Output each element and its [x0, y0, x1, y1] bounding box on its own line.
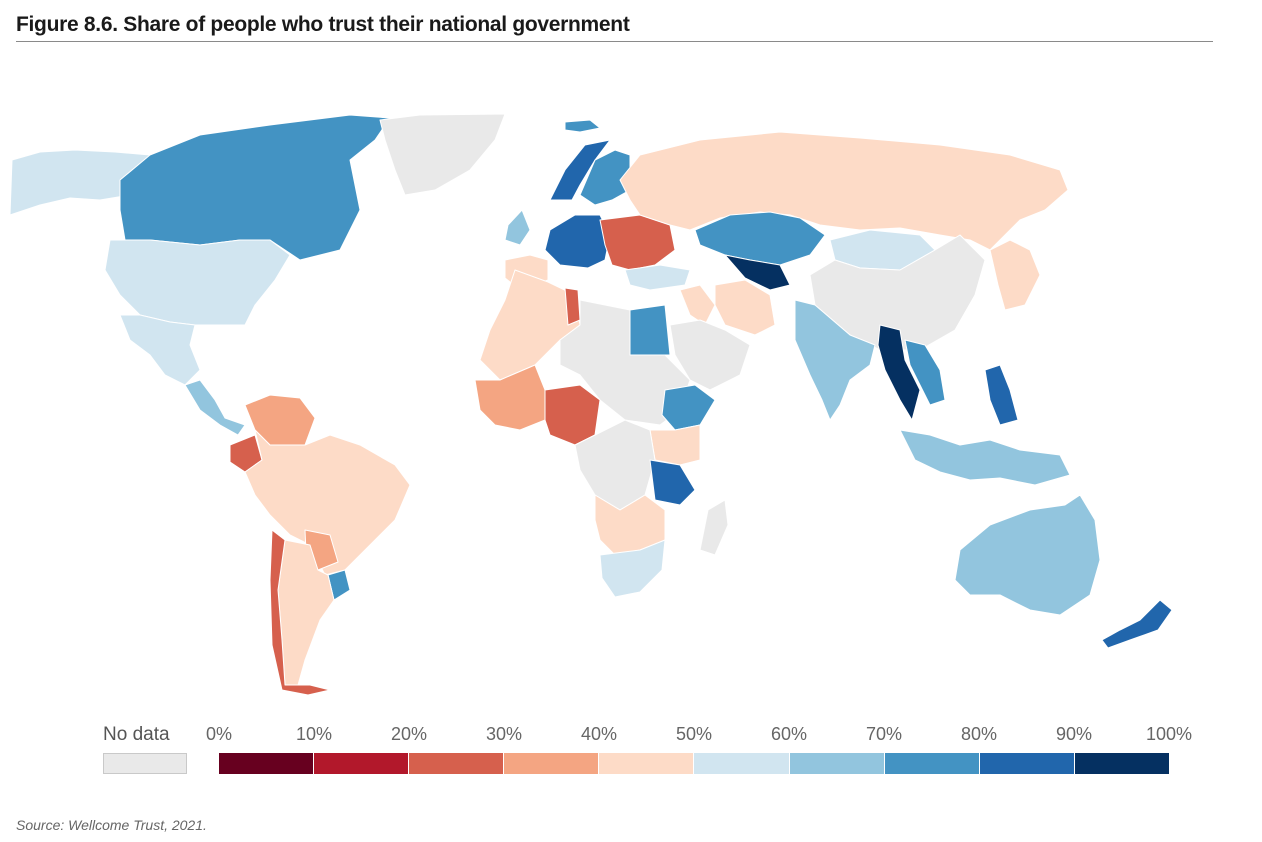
region-turkey: [624, 264, 691, 291]
region-new-zealand: [1101, 599, 1173, 649]
source-note: Source: Wellcome Trust, 2021.: [16, 817, 207, 833]
region-central-america: [184, 379, 246, 436]
region-western-europe: [544, 214, 611, 269]
legend-tick: 90%: [1055, 724, 1093, 744]
region-madagascar: [699, 499, 729, 556]
region-kazakhstan: [694, 211, 826, 266]
title-divider: [16, 41, 1213, 42]
legend-color-scale: [219, 753, 1169, 774]
legend-bin-80-90: [979, 753, 1075, 774]
legend-no-data-swatch: [103, 753, 187, 774]
legend-bin-70-80: [884, 753, 980, 774]
world-map: [0, 100, 1230, 700]
region-japan-korea: [989, 239, 1041, 311]
legend-bin-50-60: [694, 753, 790, 774]
legend-bin-90-100: [1074, 753, 1169, 774]
legend-tick: 30%: [485, 724, 523, 744]
region-greenland: [379, 113, 506, 196]
region-india: [794, 299, 876, 421]
region-egypt: [629, 304, 671, 356]
figure-title: Figure 8.6. Share of people who trust th…: [16, 13, 630, 36]
legend-tick: 20%: [390, 724, 428, 744]
legend-tick: 80%: [960, 724, 998, 744]
legend-bin-30-40: [504, 753, 600, 774]
region-indonesia: [899, 429, 1071, 486]
region-congo: [574, 419, 656, 511]
region-nigeria-cameroon: [544, 384, 601, 446]
legend-bin-40-50: [599, 753, 695, 774]
legend-bin-60-70: [789, 753, 885, 774]
region-ethiopia: [661, 384, 716, 431]
region-vietnam-cambodia: [904, 339, 946, 406]
region-uk-ireland: [504, 209, 531, 246]
region-russia: [619, 131, 1069, 251]
legend-tick: 50%: [675, 724, 713, 744]
region-australia: [954, 494, 1101, 616]
region-iceland: [564, 119, 601, 133]
map-legend: No data 0% 10% 20% 30% 40% 50% 60% 70% 8…: [100, 722, 1210, 782]
region-usa: [104, 239, 291, 326]
legend-bin-20-30: [409, 753, 505, 774]
region-norway: [549, 139, 611, 201]
region-myanmar-thailand: [877, 324, 921, 421]
region-canada: [119, 114, 391, 261]
legend-tick: 10%: [295, 724, 333, 744]
region-kenya-uganda: [649, 424, 701, 466]
legend-tick: 40%: [580, 724, 618, 744]
region-philippines: [984, 364, 1019, 426]
legend-tick: 60%: [770, 724, 808, 744]
legend-bin-10-20: [314, 753, 410, 774]
region-brazil-peru-bolivia: [244, 429, 411, 576]
legend-tick: 70%: [865, 724, 903, 744]
region-mexico: [119, 314, 201, 386]
region-tanzania: [649, 459, 696, 506]
region-uzbekistan: [724, 254, 791, 291]
region-chile: [269, 529, 331, 696]
legend-no-data-label: No data: [103, 724, 170, 745]
region-tunisia: [564, 287, 581, 326]
legend-tick: 0%: [205, 724, 233, 744]
legend-tick: 100%: [1145, 724, 1193, 744]
region-iran: [714, 279, 776, 336]
region-saudi-arabia: [669, 319, 751, 391]
region-middle-east: [679, 284, 716, 326]
legend-bin-0-10: [219, 753, 315, 774]
region-south-africa: [599, 539, 666, 598]
